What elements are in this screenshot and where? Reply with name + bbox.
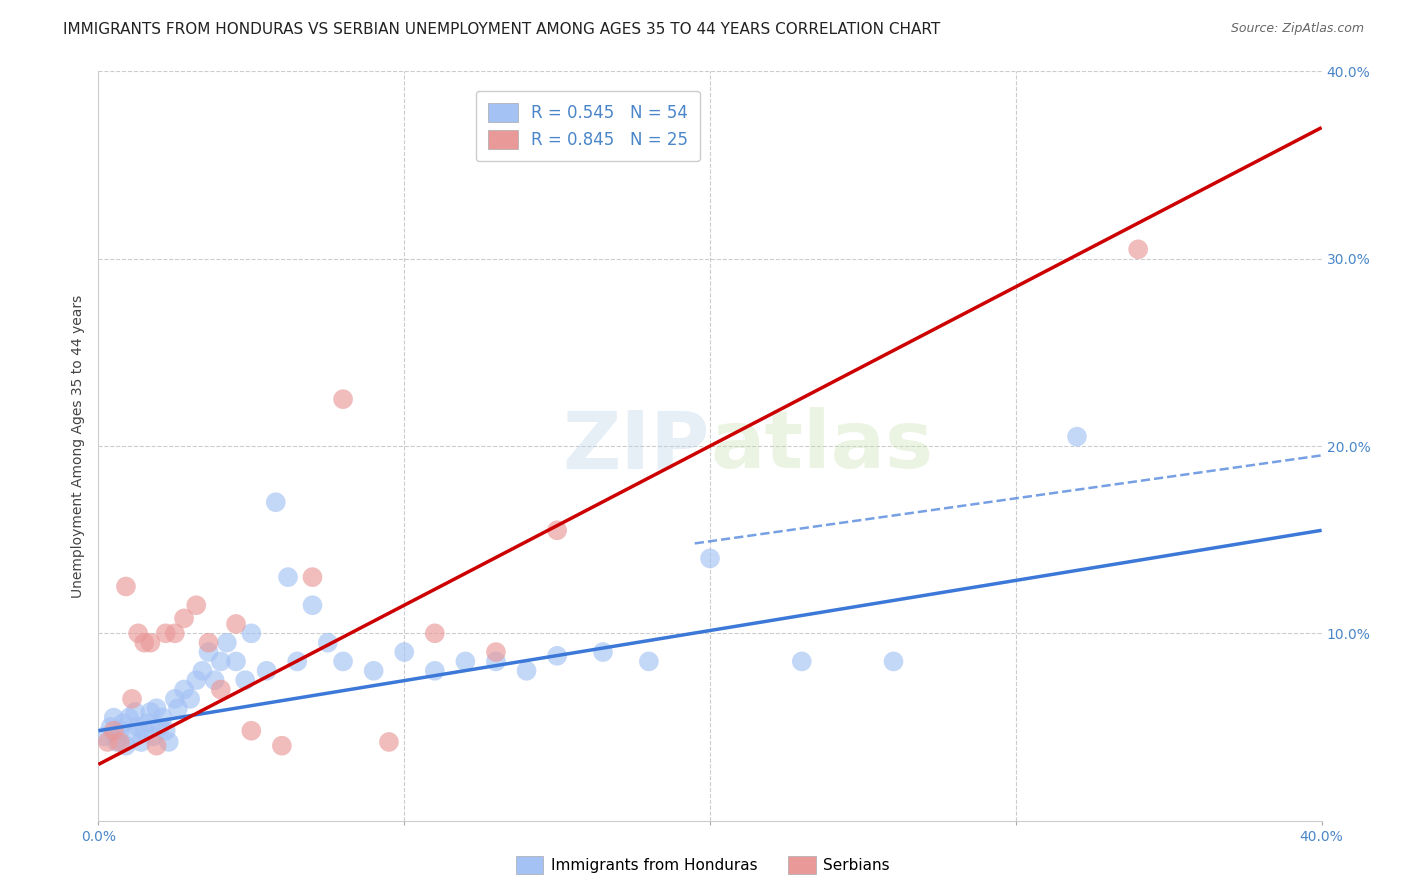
- Point: [332, 392, 354, 407]
- Point: [100, 720, 122, 734]
- Point: [233, 673, 256, 688]
- Point: [179, 692, 201, 706]
- Point: [277, 570, 299, 584]
- Point: [121, 730, 143, 744]
- Point: [209, 682, 232, 697]
- Text: IMMIGRANTS FROM HONDURAS VS SERBIAN UNEMPLOYMENT AMONG AGES 35 TO 44 YEARS CORRE: IMMIGRANTS FROM HONDURAS VS SERBIAN UNEM…: [63, 22, 941, 37]
- Point: [139, 635, 162, 649]
- Point: [215, 635, 238, 649]
- Point: [152, 710, 174, 724]
- Point: [264, 495, 287, 509]
- Point: [111, 716, 134, 731]
- Point: [699, 551, 721, 566]
- Point: [167, 701, 190, 715]
- Point: [129, 735, 152, 749]
- Point: [301, 599, 323, 613]
- Point: [204, 673, 226, 688]
- Point: [256, 664, 278, 678]
- Point: [136, 716, 159, 731]
- Point: [197, 635, 219, 649]
- Point: [163, 626, 186, 640]
- Y-axis label: Unemployment Among Ages 35 to 44 years: Unemployment Among Ages 35 to 44 years: [72, 294, 86, 598]
- Point: [118, 710, 141, 724]
- Point: [637, 655, 661, 669]
- Point: [301, 570, 323, 584]
- Point: [173, 682, 195, 697]
- Point: [883, 655, 905, 669]
- Point: [209, 655, 232, 669]
- Point: [157, 735, 180, 749]
- Point: [124, 705, 146, 719]
- Point: [392, 645, 416, 659]
- Point: [270, 739, 292, 753]
- Point: [225, 617, 247, 632]
- Point: [225, 655, 247, 669]
- Text: Source: ZipAtlas.com: Source: ZipAtlas.com: [1230, 22, 1364, 36]
- Point: [285, 655, 308, 669]
- Point: [378, 735, 401, 749]
- Point: [316, 635, 339, 649]
- Point: [127, 626, 149, 640]
- Point: [546, 648, 568, 663]
- Point: [423, 664, 446, 678]
- Point: [97, 735, 120, 749]
- Point: [149, 720, 172, 734]
- Point: [127, 720, 149, 734]
- Point: [134, 635, 156, 649]
- Point: [240, 723, 263, 738]
- Point: [173, 611, 195, 625]
- Point: [454, 655, 477, 669]
- Point: [546, 524, 568, 538]
- Point: [145, 739, 167, 753]
- Point: [1128, 243, 1150, 257]
- Point: [155, 626, 177, 640]
- Point: [163, 692, 186, 706]
- Point: [115, 580, 138, 594]
- Point: [1066, 430, 1088, 444]
- Point: [103, 710, 125, 724]
- Point: [186, 599, 208, 613]
- Point: [93, 730, 115, 744]
- Point: [139, 705, 162, 719]
- Point: [197, 645, 219, 659]
- Point: [592, 645, 614, 659]
- Legend: R = 0.545   N = 54, R = 0.845   N = 25: R = 0.545 N = 54, R = 0.845 N = 25: [475, 91, 700, 161]
- Point: [108, 723, 131, 738]
- Text: atlas: atlas: [710, 407, 934, 485]
- Point: [423, 626, 446, 640]
- Text: ZIP: ZIP: [562, 407, 710, 485]
- Point: [108, 735, 131, 749]
- Point: [145, 701, 167, 715]
- Point: [191, 664, 214, 678]
- Point: [186, 673, 208, 688]
- Point: [121, 692, 143, 706]
- Point: [363, 664, 385, 678]
- Point: [485, 655, 508, 669]
- Point: [790, 655, 813, 669]
- Point: [103, 723, 125, 738]
- Point: [240, 626, 263, 640]
- Point: [485, 645, 508, 659]
- Point: [516, 664, 538, 678]
- Point: [142, 730, 165, 744]
- Point: [332, 655, 354, 669]
- Point: [134, 723, 156, 738]
- Point: [105, 735, 128, 749]
- Legend: Immigrants from Honduras, Serbians: Immigrants from Honduras, Serbians: [510, 850, 896, 880]
- Point: [155, 723, 177, 738]
- Point: [115, 739, 138, 753]
